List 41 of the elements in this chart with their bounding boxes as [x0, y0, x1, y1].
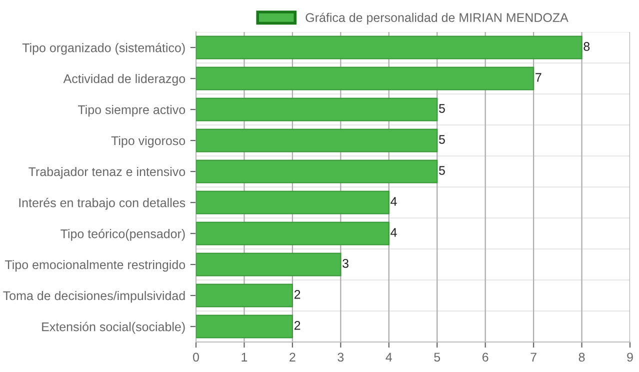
x-tick-label: 0 — [193, 352, 199, 362]
bar — [196, 36, 582, 60]
data-label: 5 — [439, 104, 445, 113]
y-tick-label: Tipo emocionalmente restringido — [5, 260, 186, 272]
x-tick-label: 2 — [290, 352, 296, 362]
x-tick-label: 3 — [338, 352, 344, 362]
x-tick-label: 5 — [434, 352, 440, 362]
data-label: 2 — [294, 290, 300, 299]
data-label: 5 — [439, 135, 445, 144]
y-tick-label: Tipo siempre activo — [78, 104, 186, 117]
bar — [196, 160, 438, 184]
x-tick-label: 1 — [242, 352, 248, 362]
y-tick-label: Interés en trabajo con detalles — [19, 198, 186, 210]
y-tick-label: Toma de decisiones/impulsividad — [3, 290, 185, 303]
data-label: 7 — [536, 73, 542, 82]
data-label: 2 — [294, 321, 300, 330]
x-tick-label: 7 — [530, 352, 536, 362]
bar — [196, 66, 534, 90]
data-label: 3 — [342, 259, 348, 268]
data-label: 8 — [584, 42, 590, 51]
x-tick-label: 8 — [578, 352, 585, 362]
legend-label: Gráfica de personalidad de MIRIAN MENDOZA — [306, 12, 568, 24]
bar — [196, 98, 438, 122]
data-label: 5 — [439, 166, 445, 175]
bar — [196, 128, 438, 152]
x-tick-label: 9 — [627, 352, 633, 362]
bar — [196, 284, 293, 308]
y-tick-label: Tipo teórico(pensador) — [60, 228, 185, 241]
x-tick-label: 4 — [386, 352, 392, 362]
y-tick-label: Extensión social(sociable) — [42, 322, 185, 334]
bar — [196, 222, 390, 246]
bar — [196, 314, 293, 338]
y-tick-label: Actividad de liderazgo — [63, 74, 186, 86]
data-label: 4 — [390, 197, 397, 206]
data-label: 4 — [390, 228, 397, 237]
y-tick-label: Tipo organizado (sistemático) — [22, 42, 185, 55]
bar — [196, 252, 342, 276]
x-tick-label: 6 — [482, 352, 488, 362]
y-tick-label: Tipo vigoroso — [111, 136, 186, 148]
bar — [196, 190, 390, 214]
y-tick-label: Trabajador tenaz e intensivo — [28, 166, 186, 179]
